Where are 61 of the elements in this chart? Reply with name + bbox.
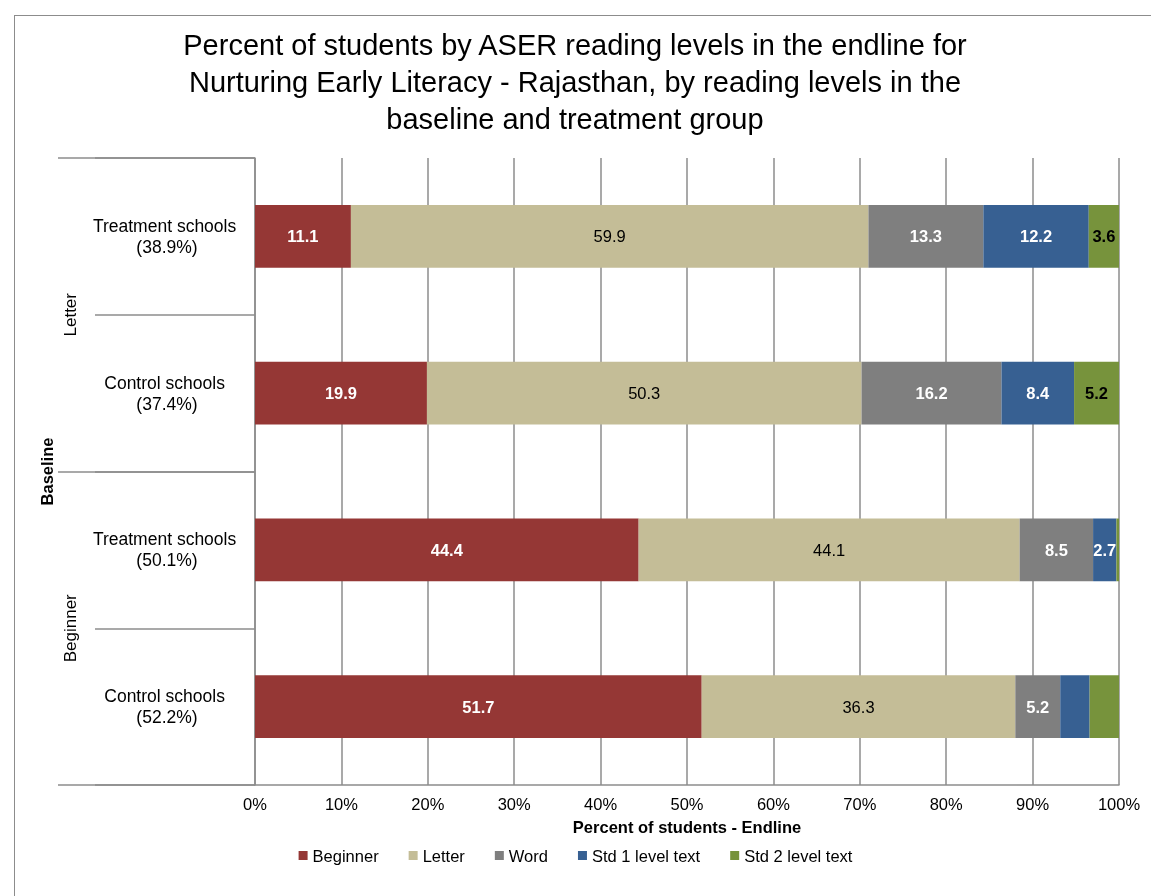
- y-tick-label: Control schools (37.4%): [104, 372, 230, 414]
- y-tick-label: Treatment schools (38.9%): [92, 215, 242, 257]
- bar: [255, 675, 702, 738]
- x-tick-label: 80%: [929, 794, 964, 813]
- data-label: 59.9: [593, 227, 626, 246]
- bar: [1060, 675, 1090, 738]
- x-tick-label: 40%: [584, 794, 618, 813]
- bar: [638, 518, 1020, 582]
- x-tick-label: 0%: [243, 794, 268, 813]
- bar: [255, 518, 639, 582]
- data-label: 36.3: [842, 697, 875, 716]
- bar: [426, 361, 862, 425]
- bar: [983, 205, 1089, 268]
- bar: [701, 675, 1016, 738]
- bar: [350, 205, 869, 268]
- y-tick-label: Treatment schools (50.1%): [92, 529, 242, 571]
- data-label: 5.2: [1026, 697, 1050, 716]
- x-tick-label: 90%: [1016, 794, 1050, 813]
- x-tick-label: 50%: [670, 794, 704, 813]
- legend-label: Beginner: [312, 846, 380, 865]
- x-tick-label: 100%: [1097, 794, 1141, 813]
- bar: [1089, 675, 1119, 738]
- bar: [868, 205, 984, 268]
- data-label: 11.1: [287, 227, 319, 246]
- x-tick-label: 20%: [411, 794, 445, 813]
- bar: [861, 361, 1002, 425]
- bar: [1088, 205, 1119, 268]
- bar: [255, 205, 351, 268]
- bar: [1001, 361, 1075, 425]
- data-label: 8.5: [1044, 540, 1068, 559]
- x-tick-label: 10%: [324, 794, 359, 813]
- data-label: 8.4: [1026, 384, 1051, 403]
- data-label: 44.4: [430, 540, 464, 559]
- y-axis-title: Baseline: [37, 437, 56, 506]
- x-tick-label: 70%: [843, 794, 877, 813]
- data-label: 2.7: [1093, 540, 1117, 559]
- bar: [1074, 361, 1119, 425]
- x-tick-label: 30%: [497, 794, 532, 813]
- chart-title: Percent of students by ASER reading levels in the endline for Nurturing Early Literacy - Rajasthan, by reading levels in the baseline and treatment group: [182, 28, 968, 137]
- legend-label: Word: [508, 846, 548, 865]
- text: Beginner: [61, 593, 80, 663]
- y-tick-label: Control schools (52.2%): [104, 686, 230, 728]
- data-label: 44.1: [813, 540, 846, 559]
- bar: [255, 361, 427, 425]
- data-label: 13.3: [909, 227, 942, 246]
- data-label: 51.7: [462, 697, 495, 716]
- x-tick-label: 60%: [756, 794, 791, 813]
- data-label: 5.2: [1085, 384, 1108, 403]
- legend-label: Letter: [422, 846, 466, 865]
- bar: [1015, 675, 1061, 738]
- bar: [1019, 518, 1094, 582]
- legend-label: Std 1 level text: [591, 846, 701, 865]
- data-label: 12.2: [1019, 227, 1053, 246]
- data-label: 50.3: [628, 384, 661, 403]
- data-label: 19.9: [324, 384, 358, 403]
- legend-label: Std 2 level text: [744, 846, 853, 865]
- text: Letter: [61, 292, 80, 337]
- data-label: 3.6: [1092, 227, 1116, 246]
- data-label: 16.2: [915, 384, 948, 403]
- x-axis-title: Percent of students - Endline: [572, 817, 802, 836]
- bar: [1116, 518, 1119, 582]
